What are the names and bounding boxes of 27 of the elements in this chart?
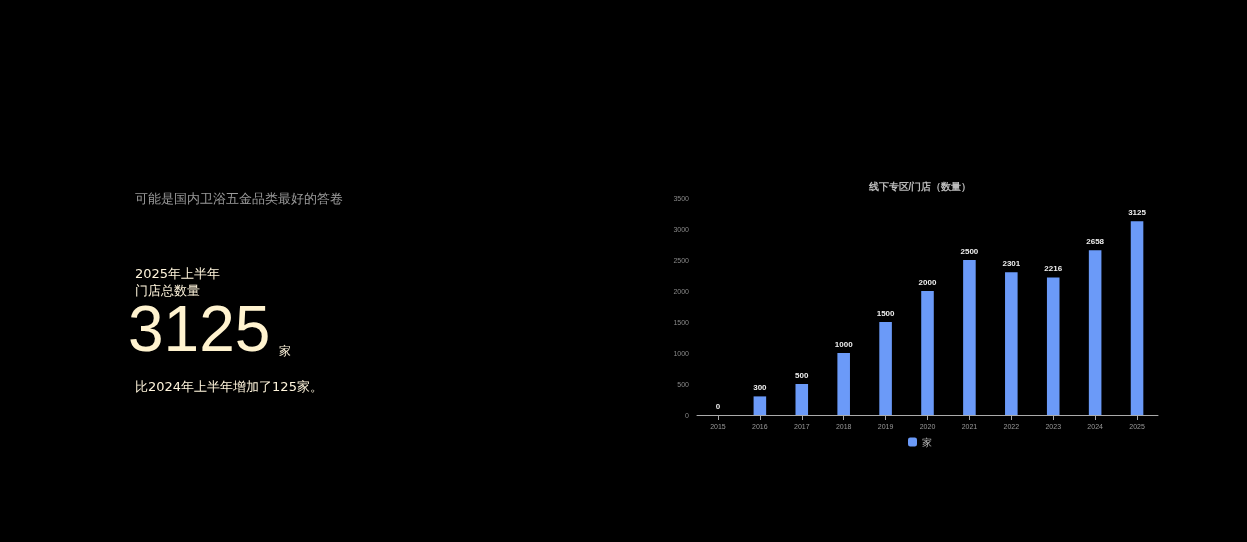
text: 2025年上半年 bbox=[135, 265, 221, 283]
data-label: 2216 bbox=[1044, 264, 1063, 274]
data-label: 2658 bbox=[1086, 236, 1105, 246]
data-label: 2000 bbox=[918, 277, 937, 287]
data-label: 0 bbox=[715, 401, 721, 411]
text: 可能是国内卫浴五金品类最好的答卷 bbox=[135, 190, 343, 208]
bar bbox=[795, 384, 809, 415]
data-label: 2301 bbox=[1002, 258, 1021, 268]
bar bbox=[921, 291, 934, 415]
data-label: 2500 bbox=[960, 246, 979, 256]
text: 比2024年上半年增加了125家。 bbox=[135, 378, 323, 396]
data-label: 1000 bbox=[834, 339, 854, 349]
data-label: 3125 bbox=[1128, 207, 1147, 217]
bar bbox=[963, 260, 976, 415]
legend-label: 家 bbox=[922, 436, 932, 448]
bar bbox=[1046, 277, 1060, 415]
bar bbox=[1130, 221, 1144, 415]
data-label: 1500 bbox=[876, 308, 896, 318]
bar bbox=[1005, 272, 1018, 415]
data-label: 300 bbox=[753, 382, 768, 392]
text: 家 bbox=[279, 343, 291, 360]
bar bbox=[879, 322, 892, 415]
bar bbox=[1088, 250, 1102, 415]
bar bbox=[837, 353, 850, 415]
bar bbox=[753, 396, 767, 415]
data-label: 500 bbox=[795, 370, 809, 380]
chart-title: 线下专区/门店（数量） bbox=[867, 180, 972, 192]
